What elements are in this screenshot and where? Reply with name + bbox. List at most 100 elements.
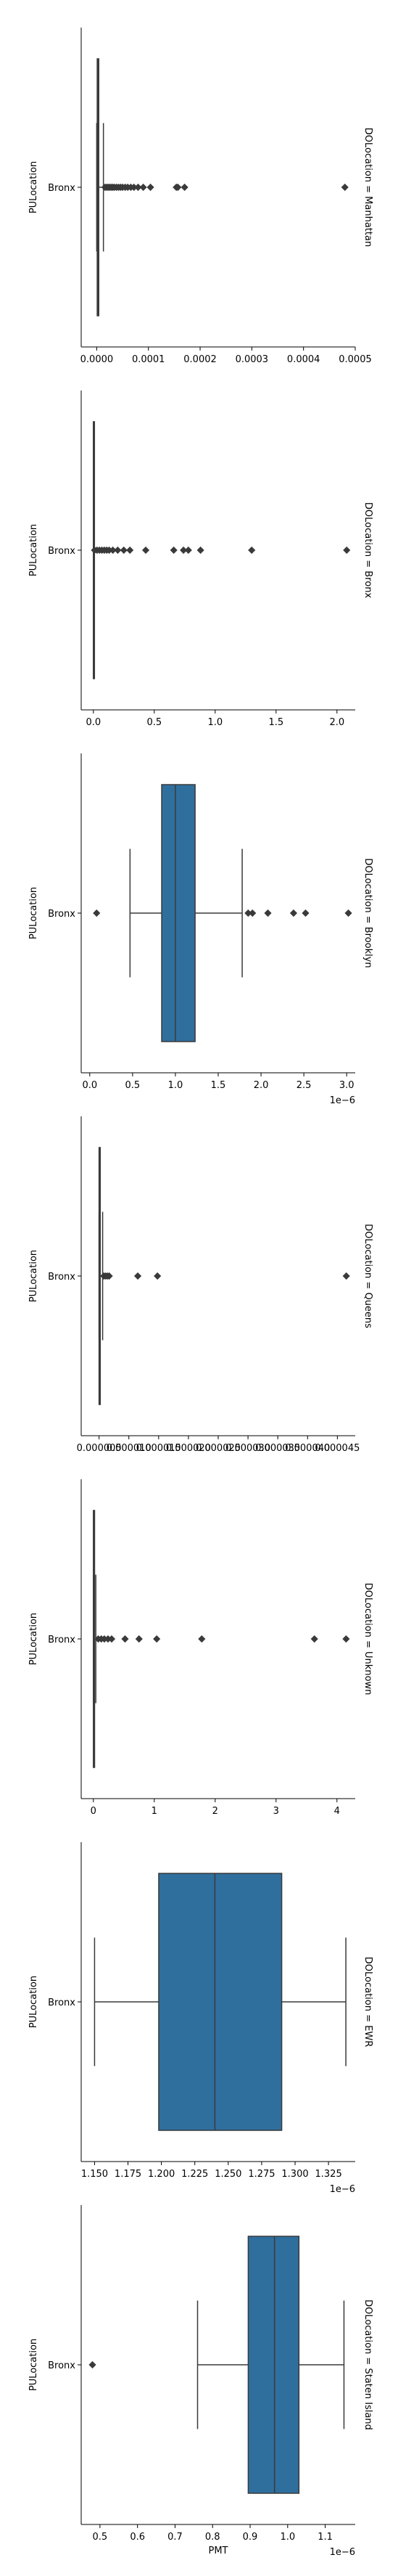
y-tick-label: Bronx <box>48 1635 75 1645</box>
facet-title: DOLocation = Unknown <box>362 1583 373 1696</box>
x-tick-label: 1.275 <box>248 2169 275 2180</box>
y-axis-label: PULocation <box>28 1613 39 1665</box>
x-tick-label: 0.000025 <box>196 1443 241 1454</box>
outlier-point <box>135 1635 143 1643</box>
outlier-point <box>109 546 117 555</box>
y-axis-label: PULocation <box>28 2339 39 2391</box>
x-tick-label: 1.250 <box>215 2169 241 2180</box>
y-tick-label: Bronx <box>48 2360 75 2371</box>
x-tick-label: 0.0005 <box>339 354 372 365</box>
outlier-point <box>88 2360 96 2369</box>
x-tick-label: 1.225 <box>181 2169 208 2180</box>
outlier-point <box>126 546 134 555</box>
outlier-point <box>264 909 272 917</box>
outlier-point <box>310 1635 318 1643</box>
outlier-point <box>302 909 310 917</box>
x-tick-label: 1.200 <box>148 2169 175 2180</box>
outlier-point <box>180 546 188 555</box>
facet-title: DOLocation = Manhattan <box>362 128 373 247</box>
iqr-box <box>247 2236 300 2494</box>
x-tick-label: 0.000045 <box>315 1443 360 1454</box>
x-tick-label: 1.0 <box>280 2532 295 2543</box>
outlier-point <box>184 546 192 555</box>
y-tick-label: Bronx <box>48 909 75 920</box>
outlier-point <box>139 183 147 192</box>
y-axis-label: PULocation <box>28 1976 39 2028</box>
outlier-point <box>141 546 150 555</box>
outlier-point <box>121 1635 129 1643</box>
outlier-point <box>153 1635 161 1643</box>
facet-title: DOLocation = Queens <box>362 1224 373 1328</box>
x-tick-label: 0.000030 <box>225 1443 270 1454</box>
outlier-point <box>107 1635 116 1643</box>
facet-title: DOLocation = Staten Island <box>362 2299 373 2430</box>
x-tick-label: 0.0002 <box>183 354 217 365</box>
facet-panel: Bronx PULocation 0.0 0.5 1.0 1.5 2.0 DOLocation… <box>28 391 373 728</box>
outlier-point <box>146 183 154 192</box>
x-tick-label: 1.150 <box>81 2169 108 2180</box>
x-tick-label: 4 <box>334 1806 340 1817</box>
outlier-point <box>198 1635 206 1643</box>
x-tick-label: 3.0 <box>339 1080 355 1091</box>
outlier-point <box>93 909 101 917</box>
y-tick-label: Bronx <box>48 183 75 194</box>
x-tick-label: 1.0 <box>168 1080 183 1091</box>
x-tick-label: 0.000020 <box>166 1443 211 1454</box>
facet-panel: BronxPULocation0.0000050.0000100.0000150… <box>28 1116 373 1454</box>
y-tick-label: Bronx <box>48 546 75 557</box>
outlier-point <box>249 909 257 917</box>
x-offset-label: 1e−6 <box>330 2547 355 2558</box>
x-tick-label: 0.5 <box>146 717 162 728</box>
outlier-point <box>341 183 349 192</box>
outlier-point <box>181 183 188 192</box>
x-tick-label: 1.300 <box>281 2169 308 2180</box>
x-tick-label: 0.000040 <box>285 1443 330 1454</box>
outlier-point <box>343 546 351 555</box>
x-tick-label: 0.000015 <box>136 1443 181 1454</box>
x-tick-label: 0.000010 <box>107 1443 152 1454</box>
x-tick-label: 0.0000 <box>80 354 114 365</box>
outlier-point <box>196 546 204 555</box>
x-tick-label: 0.7 <box>167 2532 183 2543</box>
x-tick-label: 1.0 <box>207 717 223 728</box>
facet-title: DOLocation = Bronx <box>362 502 373 599</box>
x-tick-label: 0.0004 <box>287 354 320 365</box>
y-tick-label: Bronx <box>48 1272 75 1283</box>
facet-panel: Bronx PULocation 0 1 2 3 4 DOLocation = Unknown <box>28 1479 373 1817</box>
facet-panel: Bronx PULocation 0.5 0.6 0.7 0.8 0.9 1.0 1.1 1e−6… <box>28 2205 373 2558</box>
x-tick-label: 3 <box>273 1806 279 1817</box>
outlier-point <box>134 183 142 192</box>
x-axis-label: PMT <box>209 2546 228 2556</box>
iqr-box <box>161 784 196 1042</box>
outlier-point <box>342 1272 350 1280</box>
outlier-point <box>133 1272 142 1280</box>
iqr-box <box>158 1873 283 2131</box>
facet-panel: Bronx PULocation 0.0 0.5 1.0 1.5 2.0 2.5 3.0 1e−6… <box>28 753 373 1106</box>
outlier-point <box>170 546 178 555</box>
x-tick-label: 1.1 <box>318 2532 333 2543</box>
x-tick-label: 0.000035 <box>255 1443 300 1454</box>
x-tick-label: 0.000005 <box>77 1443 122 1454</box>
x-tick-label: 1.175 <box>115 2169 141 2180</box>
x-tick-label: 0.9 <box>243 2532 258 2543</box>
x-tick-label: 0.0 <box>86 717 101 728</box>
y-axis-label: PULocation <box>28 1250 39 1302</box>
x-offset-label: 1e−6 <box>330 1095 355 1106</box>
outlier-point <box>344 909 352 917</box>
facet-title: DOLocation = EWR <box>362 1957 373 2047</box>
x-tick-label: 0.8 <box>205 2532 220 2543</box>
x-tick-label: 1 <box>152 1806 157 1817</box>
x-tick-label: 2.5 <box>297 1080 312 1091</box>
x-tick-label: 1.5 <box>268 717 283 728</box>
facet-panel: Bronx PULocation 1.150 1.175 1.200 1.225 1.250… <box>28 1842 373 2195</box>
outlier-point <box>248 546 256 555</box>
outlier-point <box>154 1272 162 1280</box>
outlier-point <box>114 546 122 555</box>
x-tick-label: 2 <box>212 1806 218 1817</box>
x-tick-label: 0.6 <box>130 2532 145 2543</box>
facet-panel: Bronx PULocation 0.0000 0.0001 0.0002 0.0003 0… <box>28 28 373 365</box>
x-tick-label: 0.0003 <box>236 354 269 365</box>
x-tick-label: 0.0 <box>82 1080 97 1091</box>
outlier-point <box>289 909 298 917</box>
